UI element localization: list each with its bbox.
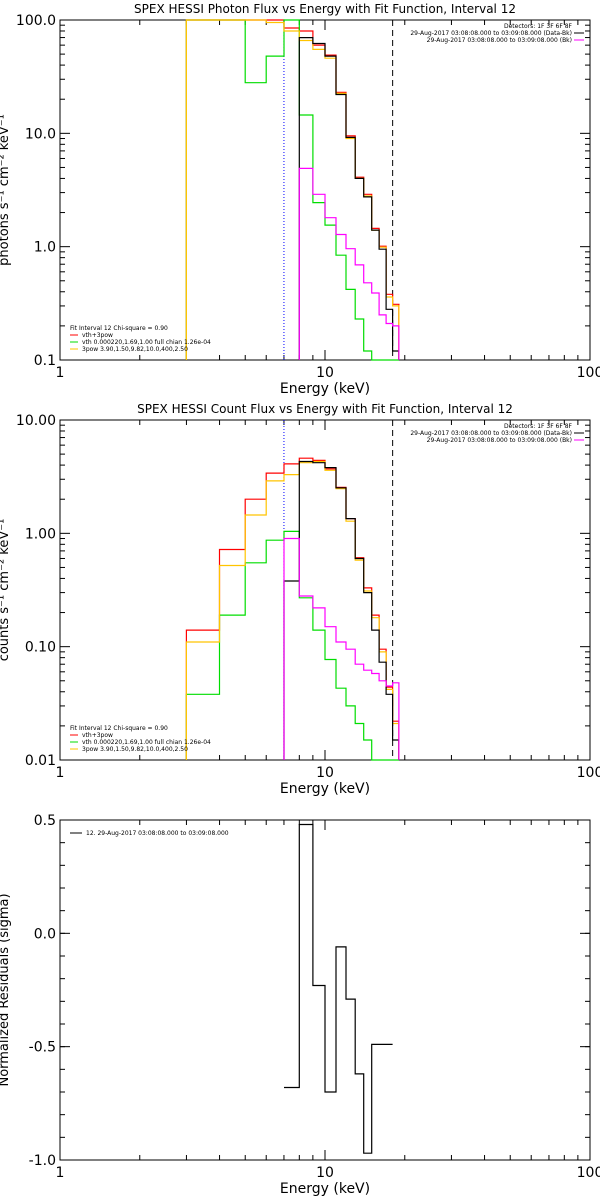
legend-title: Fit Interval 12 Chi-square = 0.90 — [70, 725, 168, 732]
x-tick-label: 10 — [316, 1165, 334, 1181]
series-data-bk — [283, 460, 400, 760]
legend-label: 12. 29-Aug-2017 03:08:08.000 to 03:09:08… — [86, 830, 229, 837]
y-axis-label: counts s⁻¹ cm⁻² keV⁻¹ — [0, 519, 12, 662]
series-bk — [298, 167, 400, 360]
series-3pow — [185, 460, 400, 760]
chart-panel-3: 1 10 100 -1.0 -0.5 0.0 0.5 Energy (keV) Normaliz… — [0, 813, 600, 1197]
data-legend-label: 29-Aug-2017 03:08:08.000 to 03:09:08.000… — [427, 437, 572, 444]
x-tick-label: 100 — [577, 1165, 600, 1181]
y-tick-label: 100.0 — [16, 13, 56, 29]
chart-title: SPEX HESSI Photon Flux vs Energy with Fi… — [134, 2, 516, 16]
y-axis-label: Normalized Residuals (sigma) — [0, 893, 12, 1086]
series-12-29-aug-2017-03-08-08-000-to-03-09-08-000 — [284, 823, 393, 1154]
detectors-label: Detectors: 1F 3F 6F 8F — [504, 423, 573, 430]
series-3pow — [185, 19, 400, 360]
y-axis-label: photons s⁻¹ cm⁻² keV⁻¹ — [0, 114, 12, 266]
plot-frame — [59, 19, 591, 361]
y-tick-label: -0.5 — [29, 1040, 56, 1056]
series-vth — [185, 19, 399, 361]
x-tick-label: 100 — [577, 365, 600, 381]
legend-title: Fit Interval 12 Chi-square = 0.90 — [70, 325, 168, 332]
x-axis-label: Energy (keV) — [280, 781, 370, 797]
x-axis-label: Energy (keV) — [280, 1181, 370, 1197]
series-vth — [185, 530, 399, 761]
x-tick-label: 10 — [316, 365, 334, 381]
y-tick-label: 0.01 — [25, 753, 56, 769]
plot-frame — [59, 419, 591, 761]
chart-title: SPEX HESSI Count Flux vs Energy with Fit… — [137, 402, 513, 416]
y-tick-label: 0.10 — [25, 640, 56, 656]
y-tick-label: -1.0 — [29, 1153, 56, 1169]
series-bk — [283, 537, 400, 760]
legend-label: 3pow 3.90,1.50,9.82,10.0,400,2.50 — [82, 346, 188, 353]
y-tick-label: 0.5 — [34, 813, 56, 829]
x-tick-label: 100 — [577, 765, 600, 781]
x-tick-label: 10 — [316, 765, 334, 781]
y-tick-label: 0.0 — [34, 926, 56, 942]
legend-label: vth+3pow — [82, 732, 113, 739]
data-legend-label: 29-Aug-2017 03:08:08.000 to 03:09:08.000… — [427, 37, 572, 44]
x-tick-label: 1 — [56, 365, 65, 381]
x-tick-label: 1 — [56, 765, 65, 781]
data-legend-label: 29-Aug-2017 03:08:08.000 to 03:09:08.000… — [410, 430, 572, 437]
series-data-bk — [298, 37, 400, 360]
y-tick-label: 1.00 — [25, 526, 56, 542]
y-tick-label: 10.0 — [25, 126, 56, 142]
y-tick-label: 0.1 — [34, 353, 56, 369]
y-tick-label: 10.00 — [16, 413, 56, 429]
detectors-label: Detectors: 1F 3F 6F 8F — [504, 23, 573, 30]
legend-label: vth 0.000220,1.69,1.00 full chian 1.26e-… — [82, 339, 211, 346]
series-vth-3pow — [185, 457, 400, 760]
chart-panel-2: 1 10 100 0.01 0.10 1.00 10.00 SPEX HESSI Count … — [0, 402, 600, 797]
x-axis-label: Energy (keV) — [280, 381, 370, 397]
legend-label: 3pow 3.90,1.50,9.82,10.0,400,2.50 — [82, 746, 188, 753]
x-tick-label: 1 — [56, 1165, 65, 1181]
y-tick-label: 1.0 — [34, 240, 56, 256]
legend-label: vth+3pow — [82, 332, 113, 339]
series-vth-3pow — [185, 19, 400, 360]
data-legend-label: 29-Aug-2017 03:08:08.000 to 03:09:08.000… — [410, 30, 572, 37]
chart-panel-1: 1 10 100 0.1 1.0 10.0 100.0 SPEX HESSI Photon F… — [0, 2, 600, 397]
legend-label: vth 0.000220,1.69,1.00 full chian 1.26e-… — [82, 739, 211, 746]
